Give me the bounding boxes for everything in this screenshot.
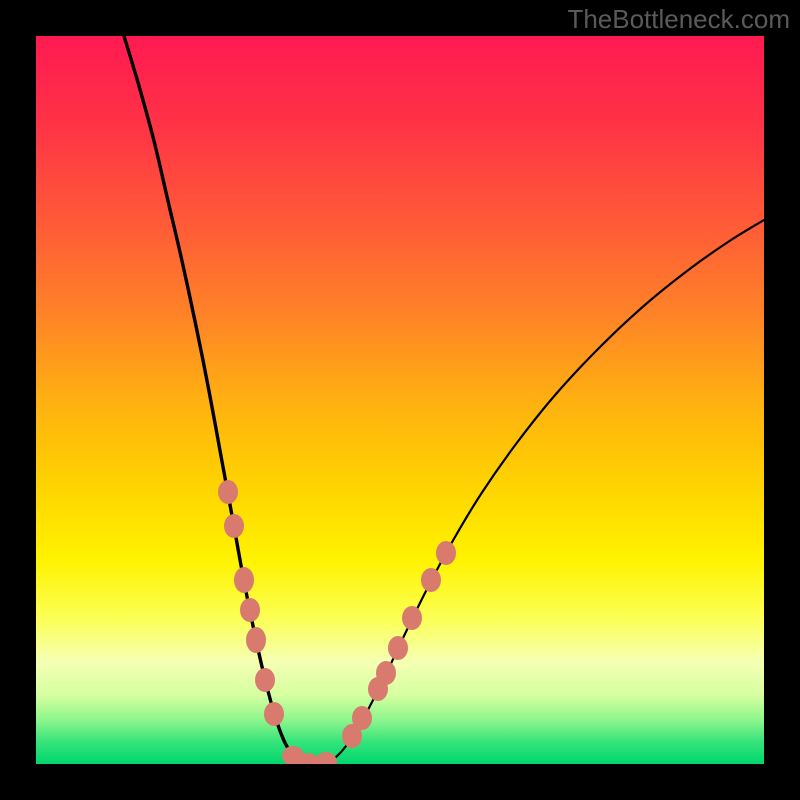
gradient-v-chart — [36, 36, 764, 764]
chart-stage: TheBottleneck.com — [0, 0, 800, 800]
marker-point — [218, 480, 238, 504]
watermark-text: TheBottleneck.com — [567, 4, 790, 35]
marker-point — [436, 541, 456, 565]
marker-point — [376, 661, 396, 685]
marker-point — [255, 668, 275, 692]
marker-point — [264, 702, 284, 726]
marker-point — [224, 514, 244, 538]
marker-point — [246, 627, 266, 653]
marker-point — [402, 606, 422, 630]
marker-point — [388, 636, 408, 660]
marker-point — [421, 568, 441, 592]
marker-point — [352, 706, 372, 730]
marker-point — [234, 567, 254, 593]
marker-point — [240, 598, 260, 622]
